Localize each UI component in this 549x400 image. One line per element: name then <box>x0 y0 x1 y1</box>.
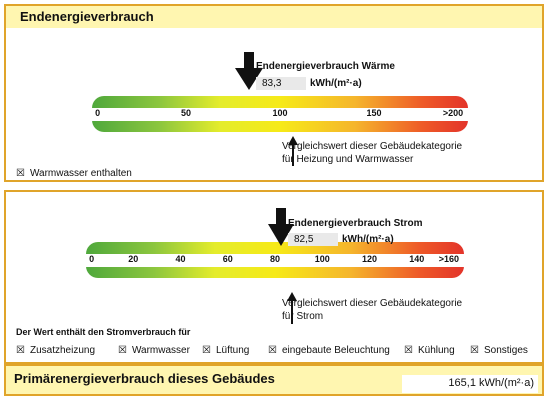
tick-label: 100 <box>272 108 288 118</box>
checkbox-label: Sonstiges <box>483 345 528 356</box>
includes-checkbox[interactable]: ☒ eingebaute Beleuchtung <box>268 345 390 356</box>
includes-checkbox[interactable]: ☒ Lüftung <box>202 345 249 356</box>
power-reference-line-1: Vergleichswert dieser Gebäudekategorie <box>282 298 463 309</box>
power-marker-arrow-icon <box>267 224 294 246</box>
section-title: Endenergieverbrauch <box>6 6 542 28</box>
includes-checkbox[interactable]: ☒ Sonstiges <box>470 345 528 356</box>
checkbox-checked-icon: ☒ <box>404 345 413 356</box>
tick-label: 140 <box>409 254 425 264</box>
heat-value: 83,3 <box>256 77 306 90</box>
heat-marker-stem <box>243 52 254 68</box>
tick-label: >200 <box>442 108 464 118</box>
checkbox-label: eingebaute Beleuchtung <box>281 345 390 356</box>
heat-reference-line-1: Vergleichswert dieser Gebäudekategorie <box>282 141 463 152</box>
heat-reference-arrow-stem <box>292 144 295 166</box>
power-unit: kWh/(m²·a) <box>342 234 394 245</box>
power-panel: 0 20 40 60 80 100 120 140 >160 Endenergieverbrau… <box>4 190 544 364</box>
includes-checkbox[interactable]: ☒ Zusatzheizung <box>16 345 95 356</box>
checkbox-label: Warmwasser <box>131 345 190 356</box>
warmwasser-checkbox[interactable]: ☒ Warmwasser enthalten <box>16 168 132 179</box>
heat-panel: Endenergieverbrauch 0 50 100 150 >200 Endene… <box>4 4 544 182</box>
tick-label: 20 <box>128 254 139 264</box>
checkbox-checked-icon: ☒ <box>118 345 127 356</box>
tick-label: 150 <box>366 108 382 118</box>
heat-reference-arrow-icon <box>288 136 299 145</box>
power-value: 82,5 <box>288 233 338 246</box>
includes-title: Der Wert enthält den Stromverbrauch für <box>16 327 191 337</box>
power-reference-arrow-icon <box>286 292 297 301</box>
power-value-label: Endenergieverbrauch Strom <box>288 218 423 229</box>
heat-value-label: Endenergieverbrauch Wärme <box>256 61 395 72</box>
heat-reference-text: Vergleichswert dieser Gebäudekategorie f… <box>282 140 462 166</box>
tick-label: >160 <box>438 254 460 264</box>
checkbox-label: Lüftung <box>215 345 250 356</box>
primary-energy-panel: Primärenergieverbrauch dieses Gebäudes 1… <box>4 364 544 396</box>
primary-energy-value: 165,1 kWh/(m²·a) <box>448 377 534 389</box>
power-marker-stem <box>275 208 286 224</box>
tick-label: 60 <box>222 254 233 264</box>
power-reference-arrow-stem <box>290 300 293 324</box>
heat-reference-line-2: für Heizung und Warmwasser <box>282 154 414 165</box>
tick-band: 0 50 100 150 >200 <box>92 108 468 121</box>
tick-label: 0 <box>89 254 95 264</box>
checkbox-checked-icon: ☒ <box>16 168 25 179</box>
includes-checkbox[interactable]: ☒ Warmwasser <box>118 345 190 356</box>
tick-label: 0 <box>95 108 101 118</box>
primary-energy-value-box: 165,1 kWh/(m²·a) <box>402 375 538 393</box>
heat-marker-arrow-icon <box>234 68 263 90</box>
checkbox-checked-icon: ☒ <box>16 345 25 356</box>
primary-energy-title: Primärenergieverbrauch dieses Gebäudes <box>14 371 275 386</box>
heat-scale-bar: 0 50 100 150 >200 <box>92 96 468 132</box>
checkbox-label: Zusatzheizung <box>29 345 96 356</box>
tick-label: 80 <box>269 254 281 264</box>
power-scale-bar: 0 20 40 60 80 100 120 140 >160 <box>86 242 464 278</box>
checkbox-checked-icon: ☒ <box>470 345 479 356</box>
power-reference-text: Vergleichswert dieser Gebäudekategorie f… <box>282 297 462 323</box>
tick-label: 100 <box>314 254 330 264</box>
power-reference-line-2: für Strom <box>282 311 324 322</box>
checkbox-checked-icon: ☒ <box>268 345 277 356</box>
tick-band: 0 20 40 60 80 100 120 140 >160 <box>86 254 464 267</box>
checkbox-checked-icon: ☒ <box>202 345 211 356</box>
tick-label: 50 <box>180 108 192 118</box>
heat-unit: kWh/(m²·a) <box>310 78 362 89</box>
checkbox-label: Warmwasser enthalten <box>29 168 132 179</box>
tick-label: 40 <box>175 254 186 264</box>
tick-label: 120 <box>361 254 378 264</box>
checkbox-label: Kühlung <box>417 345 455 356</box>
includes-checkbox[interactable]: ☒ Kühlung <box>404 345 455 356</box>
